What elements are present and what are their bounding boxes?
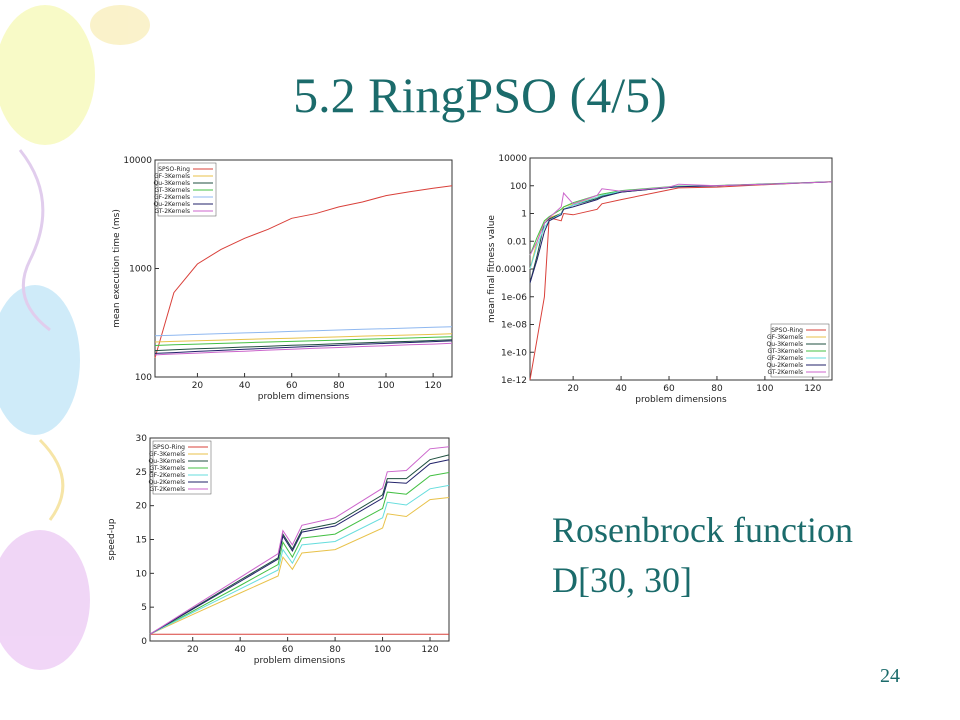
x-tick-label: 20 [187,645,199,655]
series-line [154,185,453,359]
x-tick-label: 120 [421,645,438,655]
chart: 1e-12 1e-10 1e-08 1e-06 0.0001 0.01 1 100 10000 2… [487,154,833,405]
y-axis-label: mean execution time (ms) [112,209,122,328]
balloon-decoration [0,5,150,670]
y-tick-label: 20 [136,502,148,512]
legend-label: Qu-2Kernels [767,362,803,369]
x-tick-label: 80 [711,384,723,394]
series-line [529,181,833,381]
x-axis-label: problem dimensions [254,656,346,666]
x-tick-label: 120 [425,381,442,391]
legend-label: GT-2Kernels [149,486,185,493]
legend-label: Qu-2Kernels [154,201,190,208]
x-tick-label: 20 [192,381,204,391]
y-tick-label: 10 [136,569,148,579]
legend-label: SPSO-Ring [153,444,185,451]
x-tick-label: 100 [756,384,773,394]
x-tick-label: 40 [234,645,246,655]
y-tick-label: 100 [510,182,527,192]
y-tick-label: 1e-12 [501,376,527,386]
legend-label: GT-3Kernels [154,187,190,194]
caption-line: Rosenbrock function [552,510,853,550]
x-axis-label: problem dimensions [635,395,727,405]
x-tick-label: 60 [286,381,298,391]
y-tick-label: 0.0001 [496,265,528,275]
series-line [149,446,450,635]
series-line [149,497,450,635]
x-tick-label: 20 [567,384,579,394]
x-tick-label: 80 [329,645,341,655]
series-line [149,484,450,635]
legend-label: GT-3Kernels [149,465,185,472]
x-tick-label: 120 [804,384,821,394]
legend-label: GF-3Kernels [149,451,185,458]
series-line [154,336,453,346]
y-tick-label: 5 [141,603,147,613]
legend-label: GF-3Kernels [154,173,190,180]
legend-label: Qu-3Kernels [154,180,190,187]
x-tick-label: 40 [615,384,627,394]
y-tick-label: 1e-10 [501,348,527,358]
y-tick-label: 1e-06 [501,293,527,303]
series-line [154,326,453,337]
y-axis-label: speed-up [107,518,117,560]
chart: 100 1000 10000 20 40 60 80 100 120 problem dimens… [112,156,453,402]
y-tick-label: 10000 [123,156,152,166]
legend-label: Qu-2Kernels [149,479,185,486]
legend-label: GF-2Kernels [149,472,185,479]
series-line [154,339,453,352]
y-tick-label: 100 [135,373,152,383]
x-tick-label: 60 [282,645,294,655]
series-line [154,342,453,356]
slide-title: 5.2 RingPSO (4/5) [293,67,667,123]
y-tick-label: 10000 [498,154,527,164]
y-tick-label: 25 [136,468,147,478]
x-tick-label: 60 [663,384,675,394]
x-tick-label: 100 [377,381,394,391]
x-tick-label: 100 [374,645,391,655]
legend-label: GF-3Kernels [767,334,803,341]
series-line [154,340,453,354]
legend-label: Qu-3Kernels [767,341,803,348]
y-tick-label: 30 [136,434,148,444]
series-line [529,181,833,284]
caption-line: D[30, 30] [552,560,692,600]
legend-label: SPSO-Ring [771,327,803,334]
y-axis-label: mean final fitness value [487,215,497,323]
series-line [149,454,450,635]
y-tick-label: 15 [136,536,147,546]
series-line [529,181,833,256]
legend-label: SPSO-Ring [158,166,190,173]
legend-label: GT-2Kernels [767,369,803,376]
y-tick-label: 0 [141,637,147,647]
x-tick-label: 80 [333,381,345,391]
chart: 0 5 10 15 20 25 30 20 40 60 80 100 120 problem dimens… [107,434,450,666]
legend-label: Qu-3Kernels [149,458,185,465]
x-axis-label: problem dimensions [258,392,350,402]
series-line [154,333,453,343]
y-tick-label: 1e-08 [501,321,527,331]
page-number: 24 [880,665,900,687]
series-line [149,459,450,635]
y-tick-label: 1000 [129,265,152,275]
series-line [149,472,450,635]
x-tick-label: 40 [239,381,251,391]
y-tick-label: 0.01 [507,237,527,247]
y-tick-label: 1 [521,210,527,220]
legend-label: GT-2Kernels [154,208,190,215]
legend-label: GF-2Kernels [767,355,803,362]
legend-label: GF-2Kernels [154,194,190,201]
legend-label: GT-3Kernels [767,348,803,355]
